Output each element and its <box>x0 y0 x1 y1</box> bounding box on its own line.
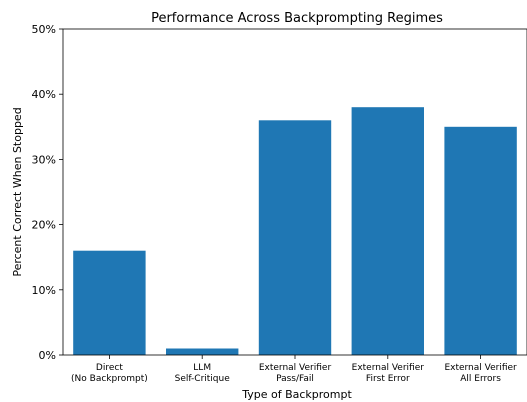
x-tick-label-0: Direct (No Backprompt) <box>71 363 148 384</box>
x-axis-label: Type of Backprompt <box>241 388 352 401</box>
bar-1 <box>166 348 239 355</box>
x-tick-label-1: LLM Self-Critique <box>175 363 231 384</box>
x-tick-label-2: External Verifier Pass/Fail <box>259 363 332 384</box>
y-tick-label-0: 0% <box>39 349 56 362</box>
y-tick-label-5: 50% <box>32 23 56 36</box>
x-axis: Direct (No Backprompt) LLM Self-Critique Ext… <box>71 355 517 384</box>
y-tick-label-3: 30% <box>32 153 56 166</box>
bar-3 <box>351 107 424 355</box>
x-tick-label-4: External Verifier All Errors <box>444 363 517 384</box>
y-tick-label-1: 10% <box>32 284 56 297</box>
y-tick-label-2: 20% <box>32 219 56 232</box>
y-axis-label: Percent Correct When Stopped <box>11 107 24 276</box>
chart-title: Performance Across Backprompting Regimes <box>151 11 443 26</box>
y-axis: 0% 10% 20% 30% 40% 50% <box>32 23 63 362</box>
bar-4 <box>444 126 517 355</box>
plot-frame <box>62 28 527 356</box>
bar-2 <box>258 120 332 355</box>
y-tick-label-4: 40% <box>32 88 56 101</box>
bars-group <box>73 107 517 355</box>
bar-0 <box>73 250 146 355</box>
x-tick-label-3: External Verifier First Error <box>352 363 425 384</box>
